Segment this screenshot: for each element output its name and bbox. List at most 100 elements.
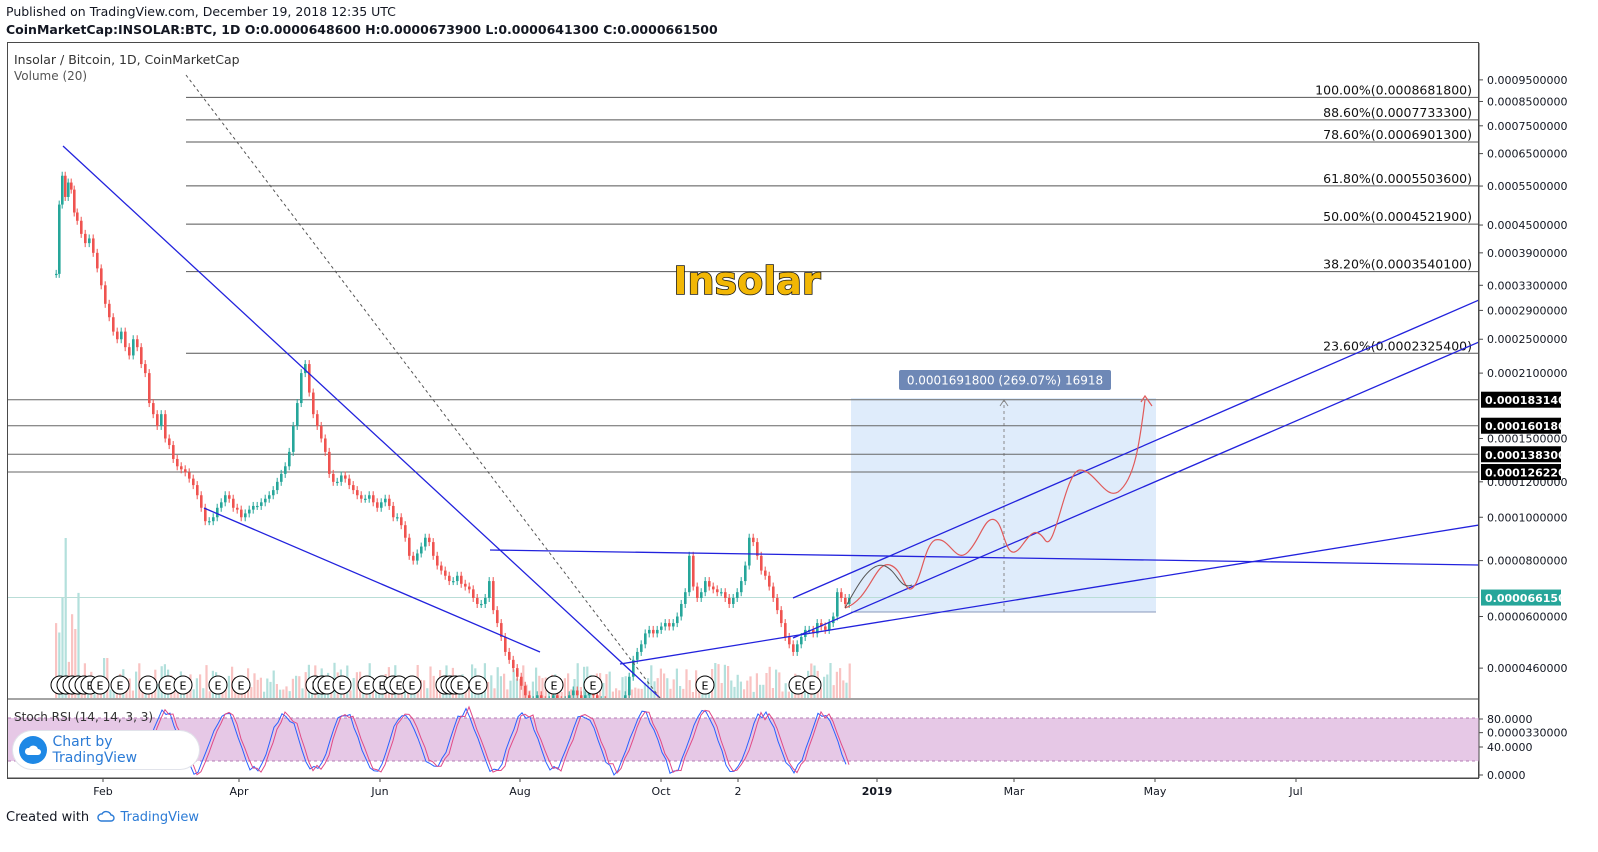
volume-bar — [503, 673, 506, 698]
y-tick-label: 0.0000460000 — [1487, 662, 1567, 675]
candle-body — [96, 252, 99, 269]
measure-box[interactable] — [851, 398, 1156, 613]
candle-body — [184, 469, 187, 473]
volume-bar — [509, 680, 512, 698]
earnings-marker[interactable]: E — [90, 675, 110, 695]
earnings-label: E — [795, 680, 802, 693]
x-tick-label: Aug — [509, 785, 530, 798]
earnings-marker[interactable]: E — [208, 675, 228, 695]
volume-bar — [195, 678, 198, 698]
candle-body — [644, 633, 647, 645]
volume-bar — [295, 675, 298, 698]
candle-body — [212, 517, 215, 522]
earnings-marker[interactable]: E — [583, 675, 603, 695]
candle-body — [640, 644, 643, 652]
footer-brand[interactable]: TradingView — [120, 810, 199, 825]
earnings-marker[interactable]: E — [173, 675, 193, 695]
earnings-marker[interactable]: E — [695, 675, 715, 695]
candle-body — [324, 438, 327, 452]
earnings-markers[interactable]: EEEEEEEEEEEEEEEEEEEEEEEEEEEEEEEE — [50, 675, 822, 695]
earnings-marker[interactable]: E — [468, 675, 488, 695]
volume-bar — [624, 676, 627, 698]
candle-body — [356, 490, 359, 496]
earnings-marker[interactable]: E — [231, 675, 251, 695]
candle-body — [796, 644, 799, 652]
fib-diagonal — [185, 74, 661, 698]
price-tag-bg — [1481, 391, 1561, 408]
candle-body — [556, 695, 559, 698]
cloud-icon — [19, 736, 47, 764]
candle-body — [332, 473, 335, 482]
volume-bar — [669, 688, 672, 698]
candle-body — [624, 695, 627, 698]
footer-created: Created with — [6, 810, 90, 825]
y-tick-label: 0.0000600000 — [1487, 611, 1567, 624]
volume-bar — [371, 690, 374, 698]
y-tick-label: 0.0002100000 — [1487, 367, 1567, 380]
earnings-label: E — [97, 680, 104, 693]
volume-bar — [538, 675, 541, 698]
candle-body — [784, 623, 787, 637]
tradingview-watermark[interactable]: Chart by TradingView — [13, 731, 199, 769]
trendline — [203, 507, 541, 653]
volume-bar — [621, 677, 624, 698]
earnings-marker[interactable]: E — [110, 675, 130, 695]
earnings-marker[interactable]: E — [158, 675, 178, 695]
candle-body — [424, 537, 427, 547]
fibonacci-retracement[interactable]: 100.00%(0.0008681800) 88.60%(0.0007733300… — [186, 82, 1479, 714]
measure-tag-label: 0.0001691800 (269.07%) 16918 — [907, 374, 1103, 388]
earnings-marker[interactable]: E — [402, 675, 422, 695]
y-tick-label: 0.0005500000 — [1487, 180, 1567, 193]
volume-bar — [490, 675, 493, 698]
candle-body — [248, 509, 251, 514]
fib-label: 23.60%(0.0002325400) — [1323, 338, 1472, 353]
candle-body — [70, 182, 73, 190]
earnings-marker[interactable]: E — [332, 675, 352, 695]
volume-bar — [650, 665, 653, 698]
candle-body — [172, 445, 175, 459]
earnings-marker[interactable]: E — [544, 675, 564, 695]
candle-body — [360, 495, 363, 499]
candle-body — [832, 616, 835, 624]
candle-body — [684, 592, 687, 604]
volume-bar — [832, 685, 835, 698]
earnings-marker[interactable]: E — [450, 675, 470, 695]
earnings-marker[interactable]: E — [802, 675, 822, 695]
volume-bar — [685, 669, 688, 698]
x-tick-label: Mar — [1004, 785, 1025, 798]
candle-body — [716, 589, 719, 593]
horizontal-lines[interactable] — [8, 399, 1479, 599]
candle-body — [688, 555, 691, 593]
candle-body — [812, 629, 815, 634]
candle-body — [88, 238, 91, 244]
candle-body — [572, 690, 575, 696]
volume-bar — [848, 663, 851, 698]
candle-body — [744, 565, 747, 582]
earnings-label: E — [809, 680, 816, 693]
earnings-marker[interactable]: E — [138, 675, 158, 695]
candle-body — [736, 592, 739, 598]
candle-body — [384, 498, 387, 503]
candle-body — [188, 472, 191, 479]
volume-bar — [656, 678, 659, 698]
candle-body — [472, 589, 475, 598]
x-tick-label: May — [1144, 785, 1167, 798]
tradingview-cloud-icon — [97, 810, 115, 822]
candle-body — [632, 659, 635, 677]
candle-body — [180, 466, 183, 470]
candle-body — [680, 603, 683, 617]
candle-body — [428, 537, 431, 543]
volume-bar — [499, 676, 502, 698]
trendlines[interactable] — [62, 74, 1479, 698]
volume-bar — [759, 684, 762, 698]
volume-bar — [733, 686, 736, 698]
candle-body — [700, 592, 703, 598]
rsi-label: Stoch RSI (14, 14, 3, 3) — [14, 710, 153, 724]
y-tick-label: 0.0001500000 — [1487, 432, 1567, 445]
projection-path — [844, 399, 1146, 609]
candle-body — [132, 339, 135, 356]
volume-bar — [125, 687, 128, 698]
volume-bar — [496, 667, 499, 698]
candle-body — [760, 555, 763, 571]
